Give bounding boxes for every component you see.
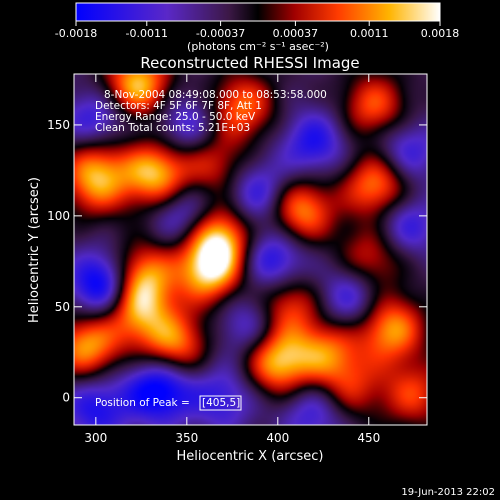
x-axis-label: Heliocentric X (arcsec)	[177, 449, 324, 464]
y-tick-label: 100	[47, 209, 70, 223]
observation-annotations: 8-Nov-2004 08:49:08.000 to 08:53:58.000D…	[95, 89, 327, 134]
x-tick-label: 400	[266, 431, 289, 445]
y-axis-ticks: 0 50 100 150	[47, 118, 427, 405]
colorbar-ticks: -0.0018 -0.0011 -0.00037 0.00037 0.0011 0.001…	[55, 21, 459, 40]
colorbar-tick-label: -0.0018	[55, 27, 97, 40]
colorbar-tick-label: -0.0011	[126, 27, 168, 40]
peak-position-value: [405,5]	[202, 397, 240, 409]
colorbar-tick-label: 0.0011	[350, 27, 389, 40]
annotation-line: Detectors: 4F 5F 6F 7F 8F, Att 1	[95, 100, 262, 112]
colorbar-tick-label: -0.00037	[196, 27, 245, 40]
x-axis-ticks: 300 350 400 450	[84, 74, 380, 445]
x-tick-label: 450	[357, 431, 380, 445]
heatmap-raster	[74, 74, 427, 425]
peak-position-label: Position of Peak =	[95, 397, 190, 409]
colorbar	[75, 2, 441, 22]
chart-title: Reconstructed RHESSI Image	[140, 54, 359, 72]
annotation-line: Energy Range: 25.0 - 50.0 keV	[95, 111, 256, 123]
x-tick-label: 300	[84, 431, 107, 445]
colorbar-tick-label: 0.0018	[421, 27, 460, 40]
y-tick-label: 50	[55, 300, 70, 314]
colorbar-tick-label: 0.00037	[273, 27, 319, 40]
y-tick-label: 0	[62, 391, 70, 405]
y-axis-label: Heliocentric Y (arcsec)	[27, 177, 42, 323]
annotation-line: Clean Total counts: 5.21E+03	[95, 122, 250, 134]
heatmap-image	[74, 74, 427, 425]
plot-frame	[73, 73, 428, 426]
x-tick-label: 350	[175, 431, 198, 445]
peak-value-box	[199, 395, 242, 411]
colorbar-unit-label: (photons cm⁻² s⁻¹ asec⁻²)	[187, 40, 329, 53]
date-stamp: 19-Jun-2013 22:02	[401, 487, 495, 498]
y-tick-label: 150	[47, 118, 70, 132]
annotation-line: 8-Nov-2004 08:49:08.000 to 08:53:58.000	[104, 89, 327, 101]
